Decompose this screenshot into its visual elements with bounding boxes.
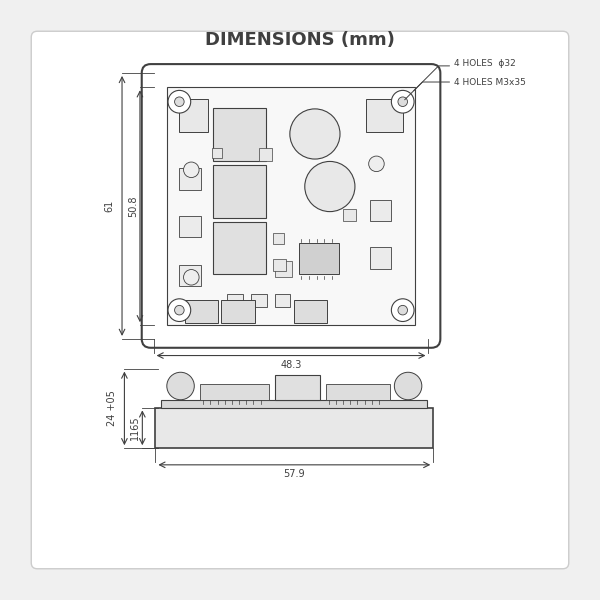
Circle shape [167,372,194,400]
Text: 61: 61 [104,200,114,212]
Bar [179,216,201,237]
Circle shape [394,372,422,400]
Bar [179,99,208,131]
Bar [370,247,391,269]
Bar [273,259,286,271]
Bar [179,168,201,190]
Circle shape [368,156,384,172]
Bar [299,243,340,274]
Bar [273,233,284,244]
Circle shape [391,299,414,322]
Text: 50.8: 50.8 [128,196,138,217]
Bar [155,407,433,448]
Circle shape [290,109,340,159]
Circle shape [175,97,184,107]
Bar [200,384,269,400]
Circle shape [168,91,191,113]
Text: 1165: 1165 [130,415,140,440]
Bar [370,200,391,221]
Bar [214,222,266,274]
Text: 4 HOLES M3x35: 4 HOLES M3x35 [454,77,526,86]
FancyBboxPatch shape [31,31,569,569]
Bar [161,400,427,407]
Bar [212,148,222,158]
Bar [251,294,266,307]
Circle shape [398,305,407,315]
Circle shape [184,269,199,285]
Circle shape [175,305,184,315]
Bar [365,99,403,131]
Bar [214,108,266,161]
Text: 57.9: 57.9 [284,469,305,479]
Bar [227,294,242,307]
Bar [294,300,328,323]
Text: DIMENSIONS (mm): DIMENSIONS (mm) [205,31,395,49]
Bar [326,384,390,400]
Bar [221,300,254,323]
FancyBboxPatch shape [142,64,440,348]
Bar [275,294,290,307]
Text: 4 HOLES  ϕ32: 4 HOLES ϕ32 [454,59,516,68]
Text: 48.3: 48.3 [280,360,302,370]
Bar [259,148,272,161]
Text: 24 +05: 24 +05 [107,391,118,427]
Bar [343,209,356,221]
Bar [179,265,201,286]
Circle shape [391,91,414,113]
Bar [167,88,415,325]
Circle shape [305,161,355,212]
Circle shape [168,299,191,322]
Circle shape [398,97,407,107]
Bar [275,374,320,400]
Bar [185,300,218,323]
Circle shape [184,162,199,178]
Bar [214,165,266,218]
Bar [275,260,292,277]
